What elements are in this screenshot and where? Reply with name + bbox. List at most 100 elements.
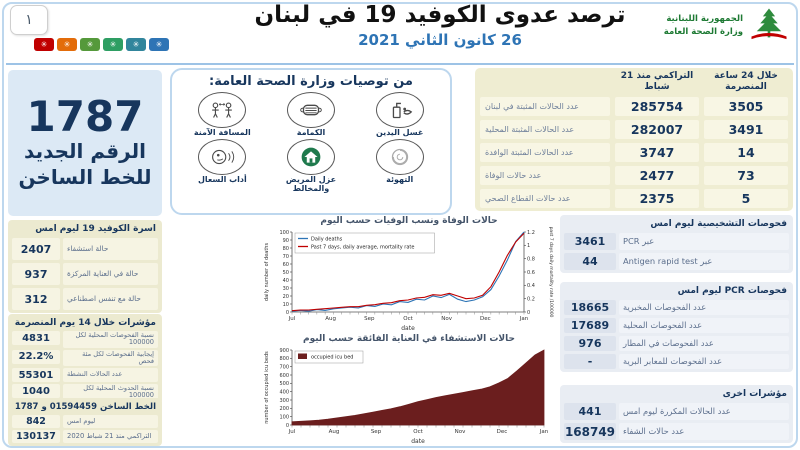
indicator-value: 22.2% (12, 349, 60, 364)
beds-section: اسرة الكوفيد 19 ليوم امس 2407 حالة استشف… (8, 220, 162, 313)
cumulative-value: 285754 (615, 96, 699, 116)
table-row: 2407 حالة استشفاء (12, 238, 158, 260)
svg-text:Nov: Nov (441, 316, 452, 322)
indicator-value: 1040 (12, 384, 60, 398)
table-row: 18665 عدد الفحوصات المخبرية (564, 300, 789, 315)
header: ترصد عدوى الكوفيد 19 في لبنان 26 كانون ا… (230, 1, 650, 49)
slide-number-box[interactable]: ١ (10, 5, 48, 35)
table-row: عدد حالات القطاع الصحي 2375 5 (480, 188, 788, 208)
hotline-stats-title: الخط الساخن 01594459 و 1787 (14, 402, 156, 412)
test-value: 44 (564, 253, 616, 270)
main-cases-table: التراكمي منذ 21 شباط خلال 24 ساعة المنصر… (475, 68, 793, 211)
table-row: 976 عدد الفحوصات في المطار (564, 336, 789, 351)
virus-icon: ✳ (34, 38, 54, 51)
icu-chart-title: حالات الاستشفاء في العناية الفائقة حسب ا… (303, 334, 515, 344)
table-row: 55301 عدد الحالات النشطة (12, 368, 158, 382)
ministry-name-line1: الجمهورية اللبنانية (666, 14, 743, 25)
beds-label: حالة في العناية المركزة (63, 263, 158, 285)
header-divider (6, 63, 794, 65)
rec-item-hand-wash: غسل اليدين (355, 92, 444, 137)
cumulative-value: 2477 (615, 165, 699, 185)
table-row: عدد الحالات المثبتة الوافدة 3747 14 (480, 142, 788, 162)
table-row: 22.2% إيجابية الفحوصات لكل مئة فحص (12, 349, 158, 366)
virus-icon: ✳ (57, 38, 77, 51)
svg-text:0.8: 0.8 (527, 256, 535, 262)
svg-text:occupied icu bed: occupied icu bed (311, 354, 353, 360)
virus-icon: ✳ (103, 38, 123, 51)
table-row: عدد الحالات المثبتة في لبنان 285754 3505 (480, 96, 788, 116)
svg-text:10: 10 (283, 302, 289, 308)
test-label: عدد الفحوصات المخبرية (619, 300, 789, 315)
table-row: 4831 نسبة الفحوصات المحلية لكل 100000 (12, 331, 158, 348)
rec-item-cough-etiquette: أداب السعال (178, 139, 267, 193)
svg-text:60: 60 (283, 262, 289, 268)
test-label: عدد الفحوصات المحلية (619, 318, 789, 333)
case-label: عدد حالات الوفاة (480, 165, 610, 185)
ventilation-icon (375, 139, 424, 176)
svg-text:1.2: 1.2 (527, 230, 535, 236)
svg-text:Jul: Jul (288, 429, 296, 435)
svg-text:daily number of deaths: daily number of deaths (264, 243, 270, 302)
table-row: - عدد الفحوصات للمعابر البرية (564, 354, 789, 369)
indicators-14day-title: مؤشرات خلال 14 يوم المنصرمة (14, 318, 156, 328)
column-header-cumulative: التراكمي منذ 21 شباط (620, 71, 694, 92)
main-table-header: التراكمي منذ 21 شباط خلال 24 ساعة المنصر… (480, 71, 788, 93)
virus-icon: ✳ (80, 38, 100, 51)
recommendations-panel: من توصيات وزارة الصحة العامة: غسل اليدين (170, 68, 452, 215)
svg-text:Nov: Nov (455, 429, 466, 435)
case-label: عدد حالات القطاع الصحي (480, 188, 610, 208)
svg-text:20: 20 (283, 294, 289, 300)
svg-text:Jul: Jul (288, 316, 296, 322)
deaths-chart: 0 10 20 30 40 50 60 70 80 90 100 0 0.2 0.4 0.6 0.8 1 1.2 J… (262, 227, 554, 332)
test-value: 18665 (564, 300, 616, 315)
table-row: 937 حالة في العناية المركزة (12, 263, 158, 285)
recommendations-grid: غسل اليدين الكمامة (178, 92, 444, 193)
svg-text:30: 30 (283, 286, 289, 292)
beds-value: 2407 (12, 238, 60, 260)
svg-text:50: 50 (283, 270, 289, 276)
cedar-tree-icon (751, 8, 787, 40)
test-value: - (564, 354, 616, 369)
svg-text:Aug: Aug (329, 429, 340, 435)
rec-label: عزل المريض والمخالط (285, 175, 337, 193)
daily-value: 14 (704, 142, 788, 162)
isolation-icon (287, 139, 336, 176)
test-label: عبر PCR (619, 233, 789, 250)
rec-label: الكمامة (296, 128, 326, 137)
hotline-label: ليوم امس (63, 415, 158, 428)
test-value: 17689 (564, 318, 616, 333)
rec-label: أداب السعال (197, 175, 247, 185)
mask-icon (287, 92, 336, 128)
table-row: عدد الحالات المثبتة المحلية 282007 3491 (480, 119, 788, 139)
other-indicators-title: مؤشرات اخرى (722, 389, 787, 399)
indicator-label: نسبة الفحوصات المحلية لكل 100000 (63, 331, 158, 348)
indicator-label: إيجابية الفحوصات لكل مئة فحص (63, 349, 158, 366)
case-label: عدد الحالات المثبتة الوافدة (480, 142, 610, 162)
indicator-label: نسبة الحدوث المحلية لكل 100000 (63, 384, 158, 401)
indicators-14day-section: مؤشرات خلال 14 يوم المنصرمة 4831 نسبة ال… (8, 314, 162, 404)
svg-text:40: 40 (283, 278, 289, 284)
table-row: 130137 التراكمي منذ 21 شباط 2020 (12, 430, 158, 443)
test-value: 976 (564, 336, 616, 351)
svg-text:0.2: 0.2 (527, 296, 535, 302)
test-label: عدد الفحوصات في المطار (619, 336, 789, 351)
hotline-stats-section: الخط الساخن 01594459 و 1787 842 ليوم امس… (8, 398, 162, 446)
indicator-value: 4831 (12, 331, 60, 345)
pcr-tests-title: فحوصات PCR ليوم امس (677, 286, 787, 296)
virus-icon: ✳ (149, 38, 169, 51)
svg-text:Aug: Aug (325, 316, 336, 322)
svg-text:70: 70 (283, 254, 289, 260)
indicator-label: عدد حالات الشفاء (619, 423, 789, 440)
test-label: عبر Antigen rapid test (619, 253, 789, 270)
rec-item-distance: المسافة الآمنة (178, 92, 267, 137)
report-date: 26 كانون الثاني 2021 (358, 30, 522, 49)
safe-distance-icon (198, 92, 247, 128)
cumulative-value: 3747 (615, 142, 699, 162)
cough-etiquette-icon (198, 139, 247, 176)
svg-text:200: 200 (279, 406, 289, 412)
hotline-number: 1787 (26, 92, 144, 141)
svg-text:900: 900 (279, 348, 289, 354)
beds-title: اسرة الكوفيد 19 ليوم امس (35, 224, 156, 234)
svg-text:Sep: Sep (371, 429, 382, 435)
